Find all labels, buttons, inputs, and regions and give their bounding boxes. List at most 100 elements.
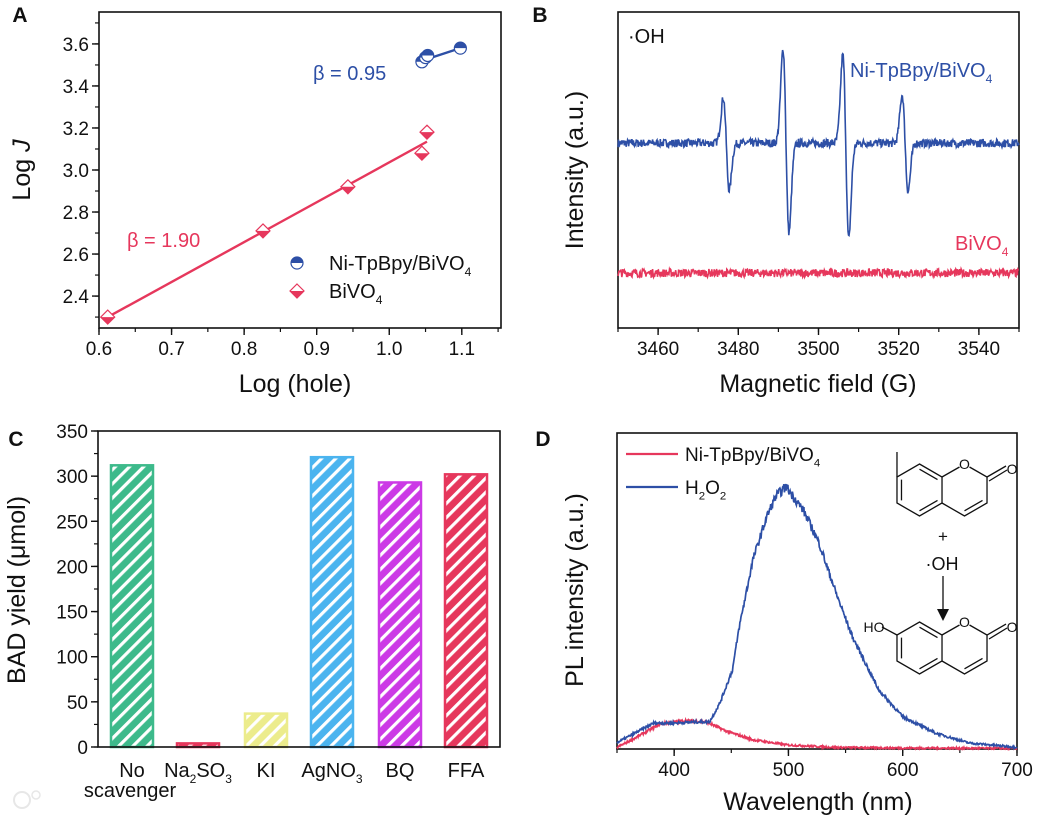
y-tick-label-part: 100 <box>56 648 88 669</box>
bar-5 <box>443 473 489 749</box>
data-point-fill <box>340 186 355 194</box>
category-label-part: 2 <box>190 772 197 786</box>
x-axis-title: Magnetic field (G) <box>719 370 916 398</box>
y-axis-title: Log J <box>8 139 36 201</box>
carbonyl-bond <box>986 623 1008 640</box>
y-tick-label: 3.0 <box>63 161 89 182</box>
arrow-head-icon <box>937 609 949 621</box>
x-tick-label-part: 400 <box>658 760 690 781</box>
hydroxyl-radical-label-part: ·OH <box>926 554 959 574</box>
reaction-scheme-inset <box>881 452 1008 675</box>
y-tick-label-part: 300 <box>56 467 88 488</box>
atom-label-part: O <box>959 614 970 630</box>
bar-3 <box>309 455 355 749</box>
radical-label-part: ·OH <box>628 26 665 48</box>
series-label-bivo4-part: 4 <box>1002 245 1009 259</box>
watermark-icon <box>31 790 41 800</box>
legend-label-h2o2-part: O <box>705 478 720 499</box>
series-label-ni-part: Ni-TpBpy/BiVO <box>850 60 986 82</box>
x-tick-label: 0.6 <box>86 339 112 360</box>
x-axis-title: Log (hole) <box>239 370 352 398</box>
x-tick-label: 400 <box>658 760 690 781</box>
x-tick-label: 0.7 <box>158 339 184 360</box>
plus-sign: + <box>938 527 948 546</box>
panel-label-b-part: B <box>532 4 547 27</box>
x-tick-label: 3480 <box>717 339 759 360</box>
atom-label: O <box>1007 461 1018 477</box>
x-tick-label: 1.1 <box>449 339 475 360</box>
data-point-fill <box>255 230 270 238</box>
x-axis-title: Wavelength (nm) <box>723 788 912 816</box>
y-tick-label-part: 2.4 <box>63 287 90 308</box>
panel-label-a-part: A <box>12 4 27 27</box>
legend-label-ni: Ni-TpBpy/BiVO4 <box>685 445 820 470</box>
x-tick-label: 1.0 <box>376 339 402 360</box>
atom-label-part: O <box>1007 461 1018 477</box>
x-tick-label: 3540 <box>958 339 1000 360</box>
y-axis-title-part: J <box>8 139 36 153</box>
category-label-part: SO <box>196 760 225 782</box>
category-label: Na2SO3 <box>164 760 232 786</box>
category-label: No <box>119 760 145 782</box>
bar-0 <box>109 464 155 749</box>
y-tick-label: 2.6 <box>63 245 89 266</box>
y-tick-label-part: 2.6 <box>63 245 89 266</box>
y-tick-label-part: 200 <box>56 557 88 578</box>
y-tick-label: 350 <box>56 422 88 443</box>
x-tick-label-part: 3500 <box>797 339 839 360</box>
hydroxyl-radical-label: ·OH <box>926 554 959 574</box>
y-axis-title-part: PL intensity (a.u.) <box>561 493 589 687</box>
x-tick-label-part: 3520 <box>878 339 920 360</box>
x-tick-label-part: 3460 <box>637 339 679 360</box>
atom-label-ho: HO <box>864 619 885 635</box>
pl-spectrum-1 <box>616 483 1018 751</box>
double-bonds <box>900 626 983 670</box>
category-label-line2: scavenger <box>84 780 177 802</box>
bar-2 <box>243 712 289 749</box>
atom-label-part: O <box>959 456 970 472</box>
pl-spectrum-0 <box>616 716 1018 752</box>
y-axis-title: PL intensity (a.u.) <box>561 493 589 687</box>
x-tick-label-part: 500 <box>773 760 805 781</box>
x-tick-label: 0.8 <box>231 339 257 360</box>
series-label-ni: Ni-TpBpy/BiVO4 <box>850 60 993 86</box>
category-label-part: FFA <box>448 760 485 782</box>
x-tick-label-part: 700 <box>1001 760 1033 781</box>
y-tick-label: 200 <box>56 557 88 578</box>
y-tick-label-part: 3.6 <box>63 35 89 56</box>
x-tick-label-part: 0.6 <box>86 339 112 360</box>
panel-label-a: A <box>12 4 27 27</box>
hydroxyl-bond <box>881 626 898 636</box>
panel-label-c-part: C <box>8 428 23 451</box>
beta-annotation-bivo4-part: β = 1.90 <box>127 230 200 252</box>
series-1 <box>99 124 435 325</box>
legend-label-h2o2-part: 2 <box>720 491 726 503</box>
legend-label-bivo4: BiVO4 <box>329 281 383 307</box>
y-tick-label: 3.4 <box>63 77 90 98</box>
legend-label-h2o2-part: 2 <box>699 491 705 503</box>
watermark-logo <box>13 790 41 809</box>
atom-label: O <box>1007 619 1018 635</box>
panel-d: D 400 500 600 700 Wavelength (nm) PL intensity… <box>535 428 1032 816</box>
data-point-fill <box>291 257 303 263</box>
legend-label-ni: Ni-TpBpy/BiVO4 <box>329 253 472 279</box>
plus-sign-part: + <box>938 527 948 546</box>
legend-label-ni-part: Ni-TpBpy/BiVO <box>685 445 814 466</box>
x-tick-label: 500 <box>773 760 805 781</box>
panel-label-d: D <box>535 428 550 451</box>
category-label: BQ <box>386 760 415 782</box>
y-tick-label-part: 150 <box>56 603 88 624</box>
y-tick-label-part: 350 <box>56 422 88 443</box>
legend-label-ni-part: Ni-TpBpy/BiVO <box>329 253 465 275</box>
y-tick-label: 300 <box>56 467 88 488</box>
radical-label: ·OH <box>628 26 665 48</box>
category-label-part: 3 <box>225 772 232 786</box>
x-tick-label-part: 1.1 <box>449 339 475 360</box>
product-molecule <box>881 621 1008 675</box>
y-tick-label: 2.4 <box>63 287 90 308</box>
epr-spectrum-1 <box>617 266 1020 280</box>
series-0 <box>415 41 467 69</box>
panel-b: B 3460 3480 3500 3520 3540 Magnetic field (G) I… <box>532 4 1020 398</box>
y-axis-title-part: Log <box>8 152 36 201</box>
